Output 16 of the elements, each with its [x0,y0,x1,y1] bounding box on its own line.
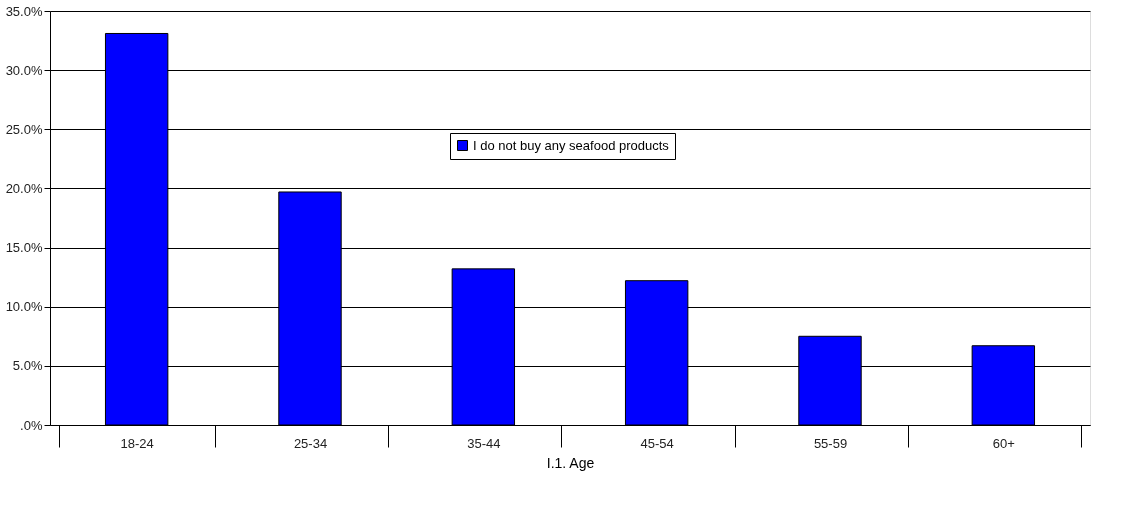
y-tick-label: 30.0% [5,62,43,78]
legend-label: I do not buy any seafood products [473,137,670,153]
x-tick-label: 45-54 [640,435,674,451]
y-tick-label: 10.0% [5,299,43,315]
y-tick-label: 5.0% [12,358,43,374]
x-tick-label: 25-34 [293,435,328,451]
x-axis-title: I.1. Age [546,454,595,471]
y-tick-label: .0% [20,417,43,433]
y-tick-label: 35.0% [5,3,43,19]
y-tick-label: 15.0% [5,240,43,256]
x-tick-label: 55-59 [813,435,848,451]
x-tick-label: 35-44 [467,435,501,451]
y-tick-label: 25.0% [5,121,43,137]
y-tick-label: 20.0% [5,180,43,196]
x-tick-label: 18-24 [120,435,154,451]
x-tick-label: 60+ [992,435,1015,451]
